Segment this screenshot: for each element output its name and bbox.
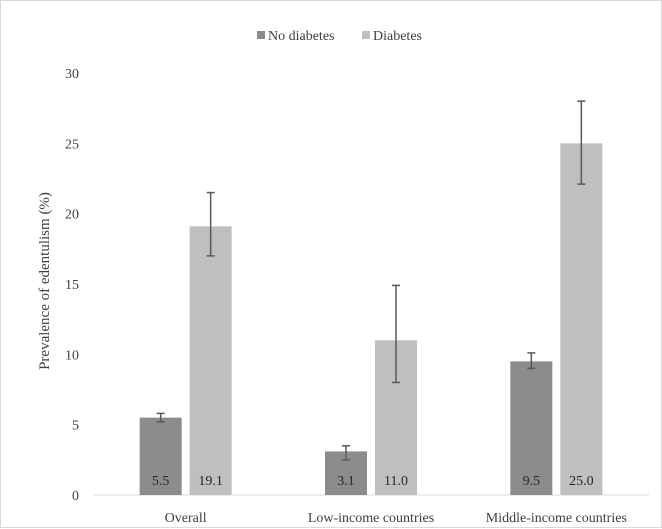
category-label-0: Overall [165, 511, 207, 526]
legend-label-diabetes: Diabetes [373, 29, 422, 44]
bars-group [139, 143, 603, 496]
legend-label-no-diabetes: No diabetes [268, 29, 334, 44]
y-tick-label-15: 15 [65, 278, 79, 293]
category-label-2: Middle-income countries [486, 511, 627, 526]
bar-diabetes-2 [560, 143, 603, 496]
y-axis-label: Prevalence of edentulism (%) [37, 192, 53, 370]
data-label-no-diabetes-1: 3.1 [337, 474, 355, 489]
data-labels-group: 5.5 19.1 3.1 11.0 9.5 25.0 [152, 474, 594, 489]
data-label-diabetes-0: 19.1 [198, 474, 223, 489]
y-tick-label-25: 25 [65, 137, 79, 152]
bar-no-diabetes-0 [139, 417, 182, 495]
y-tick-label-10: 10 [65, 348, 79, 363]
y-tick-label-30: 30 [65, 67, 79, 82]
category-labels-group: Overall Low-income countries Middle-income… [165, 511, 627, 526]
data-label-diabetes-2: 25.0 [569, 474, 594, 489]
category-label-1: Low-income countries [308, 511, 434, 526]
data-label-no-diabetes-2: 9.5 [523, 474, 541, 489]
error-bars-group [156, 100, 586, 461]
legend: No diabetes Diabetes [257, 29, 422, 44]
bar-no-diabetes-2 [510, 361, 553, 495]
bar-diabetes-0 [189, 226, 232, 495]
y-tick-label-0: 0 [72, 489, 79, 504]
y-tick-label-5: 5 [72, 419, 79, 434]
legend-swatch-diabetes [362, 31, 370, 39]
data-label-diabetes-1: 11.0 [384, 474, 408, 489]
legend-swatch-no-diabetes [257, 31, 265, 39]
y-tick-label-20: 20 [65, 208, 79, 223]
data-label-no-diabetes-0: 5.5 [152, 474, 170, 489]
y-axis-ticks: 0 5 10 15 20 25 30 [65, 67, 79, 504]
